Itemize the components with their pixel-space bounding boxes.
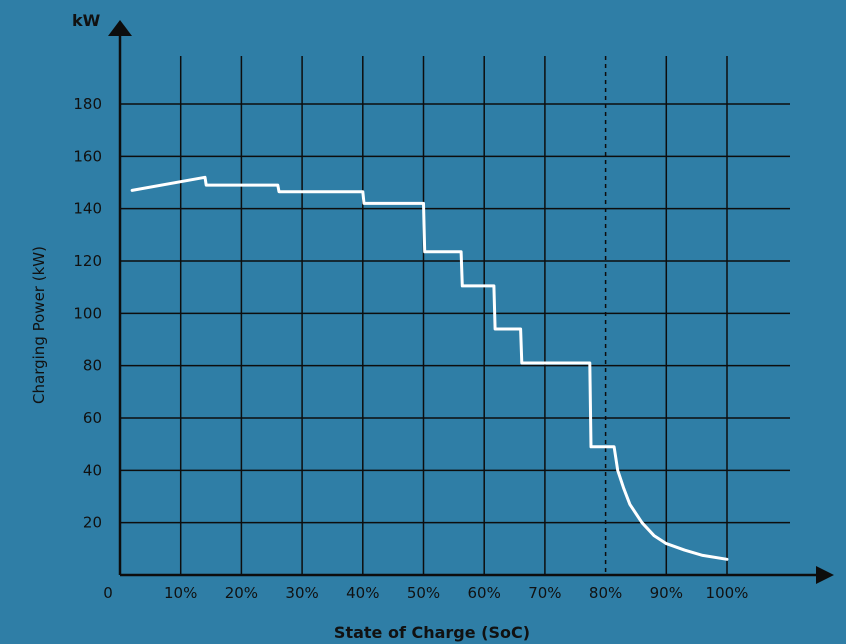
- y-tick-label: 100: [73, 304, 102, 322]
- x-axis-arrow-icon: [816, 566, 834, 584]
- y-tick-label: 180: [73, 95, 102, 113]
- vertical-gridlines: [179, 56, 728, 575]
- x-tick-label: 100%: [706, 584, 749, 602]
- y-tick-labels: 20 40 60 80 100 120 140 160 180: [73, 95, 102, 532]
- x-tick-label: 20%: [225, 584, 258, 602]
- series-layer: [130, 175, 729, 561]
- y-tick-label: 40: [83, 461, 102, 479]
- y-axis-title: Charging Power (kW): [30, 246, 48, 404]
- y-tick-label: 80: [83, 357, 102, 375]
- x-tick-label: 40%: [346, 584, 379, 602]
- x-tick-label: 30%: [285, 584, 318, 602]
- y-unit-label: kW: [72, 11, 101, 30]
- charging-power-line: [130, 175, 729, 561]
- x-tick-label: 80%: [589, 584, 622, 602]
- x-tick-label: 70%: [528, 584, 561, 602]
- axes: [108, 20, 834, 584]
- horizontal-gridlines: [120, 103, 790, 524]
- x-tick-label: 50%: [407, 584, 440, 602]
- x-tick-labels: 0 10% 20% 30% 40% 50% 60% 70% 80% 90% 100%: [103, 584, 748, 602]
- y-tick-label: 160: [73, 147, 102, 165]
- y-tick-label: 20: [83, 514, 102, 532]
- x-tick-label: 0: [103, 584, 113, 602]
- x-axis-title: State of Charge (SoC): [334, 623, 530, 642]
- y-tick-label: 140: [73, 200, 102, 218]
- x-tick-label: 60%: [468, 584, 501, 602]
- x-tick-label: 90%: [650, 584, 683, 602]
- y-axis-arrow-icon: [108, 20, 132, 36]
- y-tick-label: 60: [83, 409, 102, 427]
- x-tick-label: 10%: [164, 584, 197, 602]
- y-tick-label: 120: [73, 252, 102, 270]
